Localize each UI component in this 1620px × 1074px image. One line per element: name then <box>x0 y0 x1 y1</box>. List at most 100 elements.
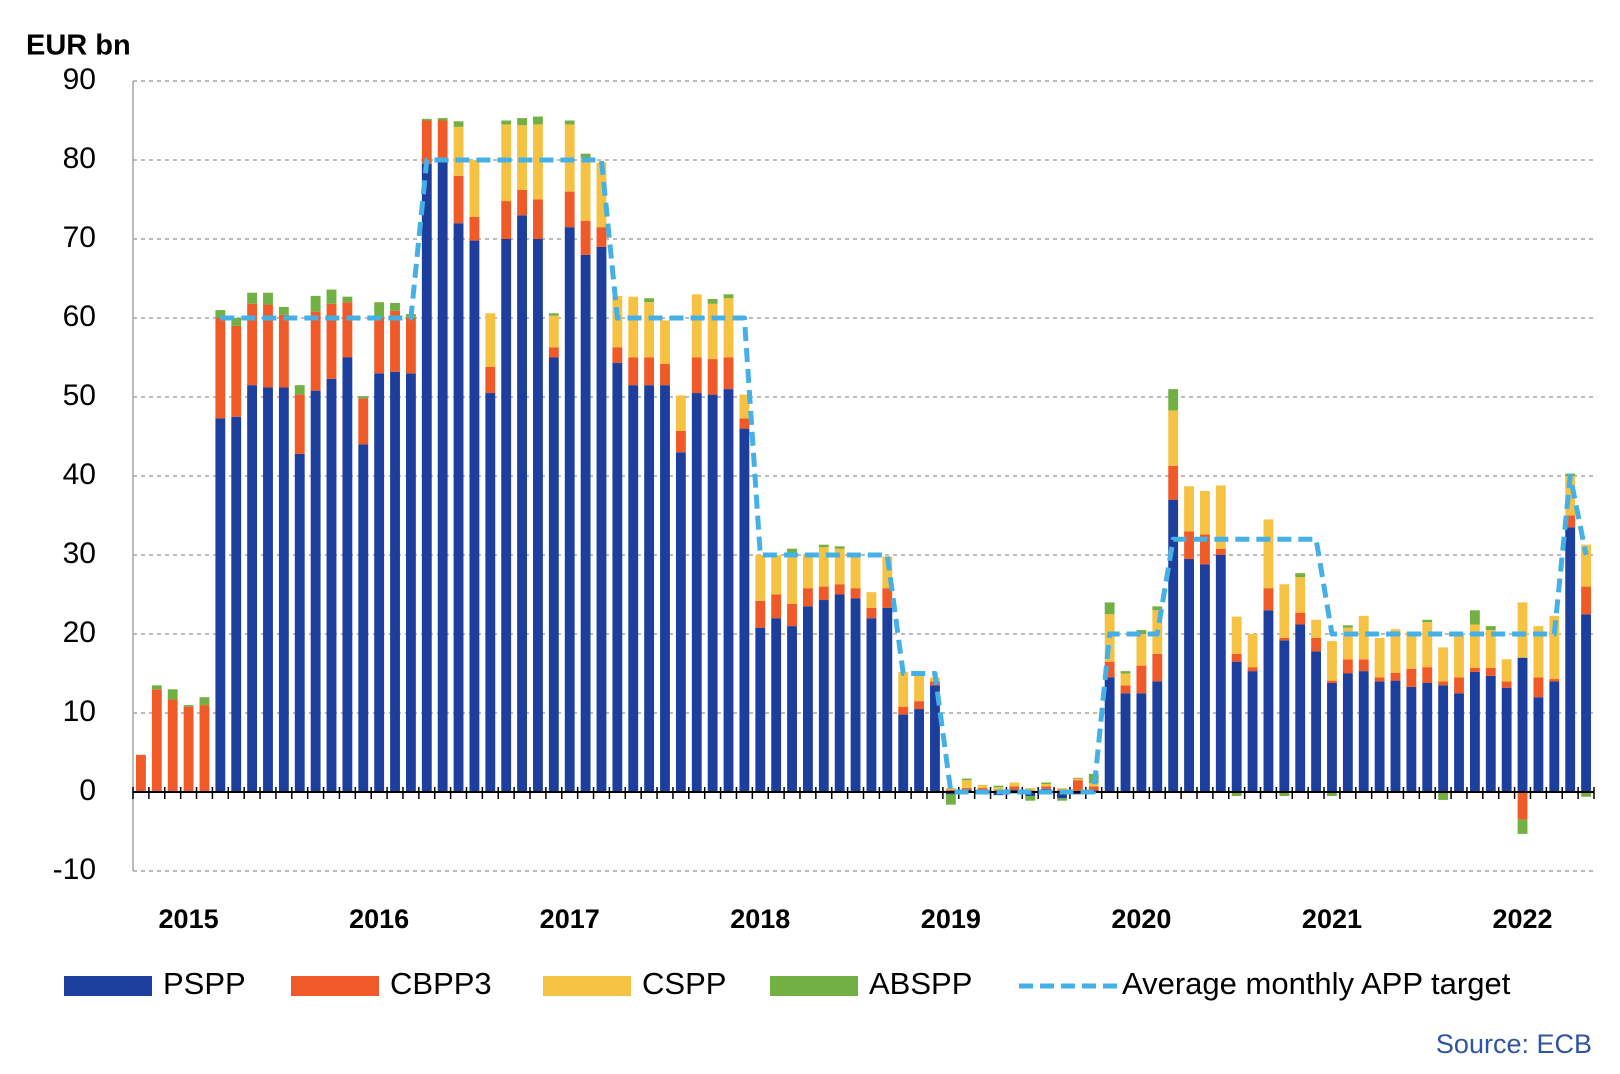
bar-segment <box>739 428 750 792</box>
bar-segment <box>787 603 797 627</box>
bar-segment <box>1263 588 1274 611</box>
bar-segment <box>1311 619 1322 638</box>
bar-segment <box>437 118 448 121</box>
x-tick-label: 2015 <box>159 904 219 934</box>
bar-segment <box>1406 668 1417 687</box>
bar-segment <box>453 223 464 792</box>
y-tick-label: 90 <box>63 63 96 96</box>
bar-segment <box>771 618 782 792</box>
bar-segment <box>1374 681 1385 792</box>
bar-segment <box>1120 693 1131 792</box>
bar-segment <box>723 389 734 792</box>
bar-segment <box>1057 798 1067 801</box>
bar-segment <box>691 294 702 358</box>
bar-segment <box>834 594 845 792</box>
bar-segment <box>1406 686 1417 792</box>
bar-segment <box>247 385 258 792</box>
bar-segment <box>771 555 782 595</box>
bar-segment <box>501 120 512 125</box>
bar-segment <box>501 124 512 202</box>
bar-segment <box>596 227 607 247</box>
legend-label: CSPP <box>642 966 726 1001</box>
bar-segment <box>914 675 925 702</box>
bar-segment <box>294 385 305 395</box>
bar-segment <box>1263 519 1274 589</box>
bar-segment <box>167 689 178 700</box>
bar-segment <box>771 594 782 619</box>
bar-segment <box>533 124 543 200</box>
bar-segment <box>517 215 527 793</box>
x-tick-label: 2021 <box>1302 904 1362 934</box>
bar-segment <box>1088 786 1099 791</box>
x-tick-label: 2017 <box>540 904 600 934</box>
bar-segment <box>278 314 289 388</box>
bar-segment <box>1088 783 1099 787</box>
bar-segment <box>882 607 893 792</box>
bar-segment <box>945 792 956 795</box>
bar-segment <box>1104 661 1115 678</box>
bar-segment <box>644 385 655 792</box>
bar-segment <box>723 298 734 358</box>
bar-segment <box>1358 615 1369 660</box>
bar-segment <box>1009 786 1020 790</box>
bar-segment <box>961 780 972 789</box>
bar-segment <box>1279 792 1290 796</box>
bar-segment <box>882 588 893 608</box>
bar-segment <box>675 452 686 792</box>
bar-segment <box>1454 634 1464 678</box>
bar-segment <box>802 588 813 607</box>
bar-segment <box>517 190 527 216</box>
bar-segment <box>1581 614 1591 792</box>
bar-segment <box>1184 531 1194 559</box>
bar-segment <box>866 618 877 792</box>
bar-segment <box>310 311 321 391</box>
bar-segment <box>660 385 670 792</box>
bar-segment <box>342 296 353 303</box>
bar-segment <box>231 325 242 417</box>
bar-segment <box>1072 792 1083 795</box>
source: Source: ECB <box>1436 1029 1592 1059</box>
bar-segment <box>1215 548 1226 555</box>
bar-segment <box>358 396 369 399</box>
bar-segment <box>914 709 925 792</box>
bar-segment <box>945 794 956 805</box>
bar-segment <box>1581 544 1591 587</box>
bar-segment <box>1311 651 1322 792</box>
bar-segment <box>1136 693 1147 792</box>
bar-segment <box>1501 681 1512 688</box>
bar-segment <box>961 778 972 781</box>
bar-segment <box>1422 622 1433 668</box>
bar-segment <box>723 357 734 390</box>
bar-segment <box>882 556 893 589</box>
bar-segment <box>834 548 845 585</box>
bar-segment <box>755 627 766 792</box>
bar-segment <box>405 318 416 374</box>
bar-segment <box>961 788 972 790</box>
bar-segment <box>1533 697 1544 792</box>
bar-segment <box>199 705 210 792</box>
legend-swatch <box>291 976 379 996</box>
bar-segment <box>342 357 353 792</box>
bar-segment <box>707 299 718 304</box>
bar-segment <box>739 418 750 429</box>
bar-segment <box>1581 586 1591 615</box>
bar-segment <box>469 216 480 241</box>
bar-segment <box>1549 681 1560 792</box>
bar-segment <box>1469 610 1480 625</box>
bar-segment <box>1406 631 1417 669</box>
bar-segment <box>358 398 369 445</box>
bar-segment <box>548 313 559 316</box>
bar-segment <box>1422 667 1433 683</box>
bar-segment <box>1469 624 1480 668</box>
bar-segment <box>1136 630 1147 634</box>
bar-segment <box>390 371 400 792</box>
bar-segment <box>1215 485 1226 549</box>
bar-segment <box>247 303 258 386</box>
bar-segment <box>596 246 607 792</box>
bar-segment <box>501 239 512 792</box>
bar-segment <box>660 363 670 386</box>
bar-segment <box>802 554 813 589</box>
bar-segment <box>1152 606 1163 611</box>
bar-segment <box>1263 610 1274 792</box>
